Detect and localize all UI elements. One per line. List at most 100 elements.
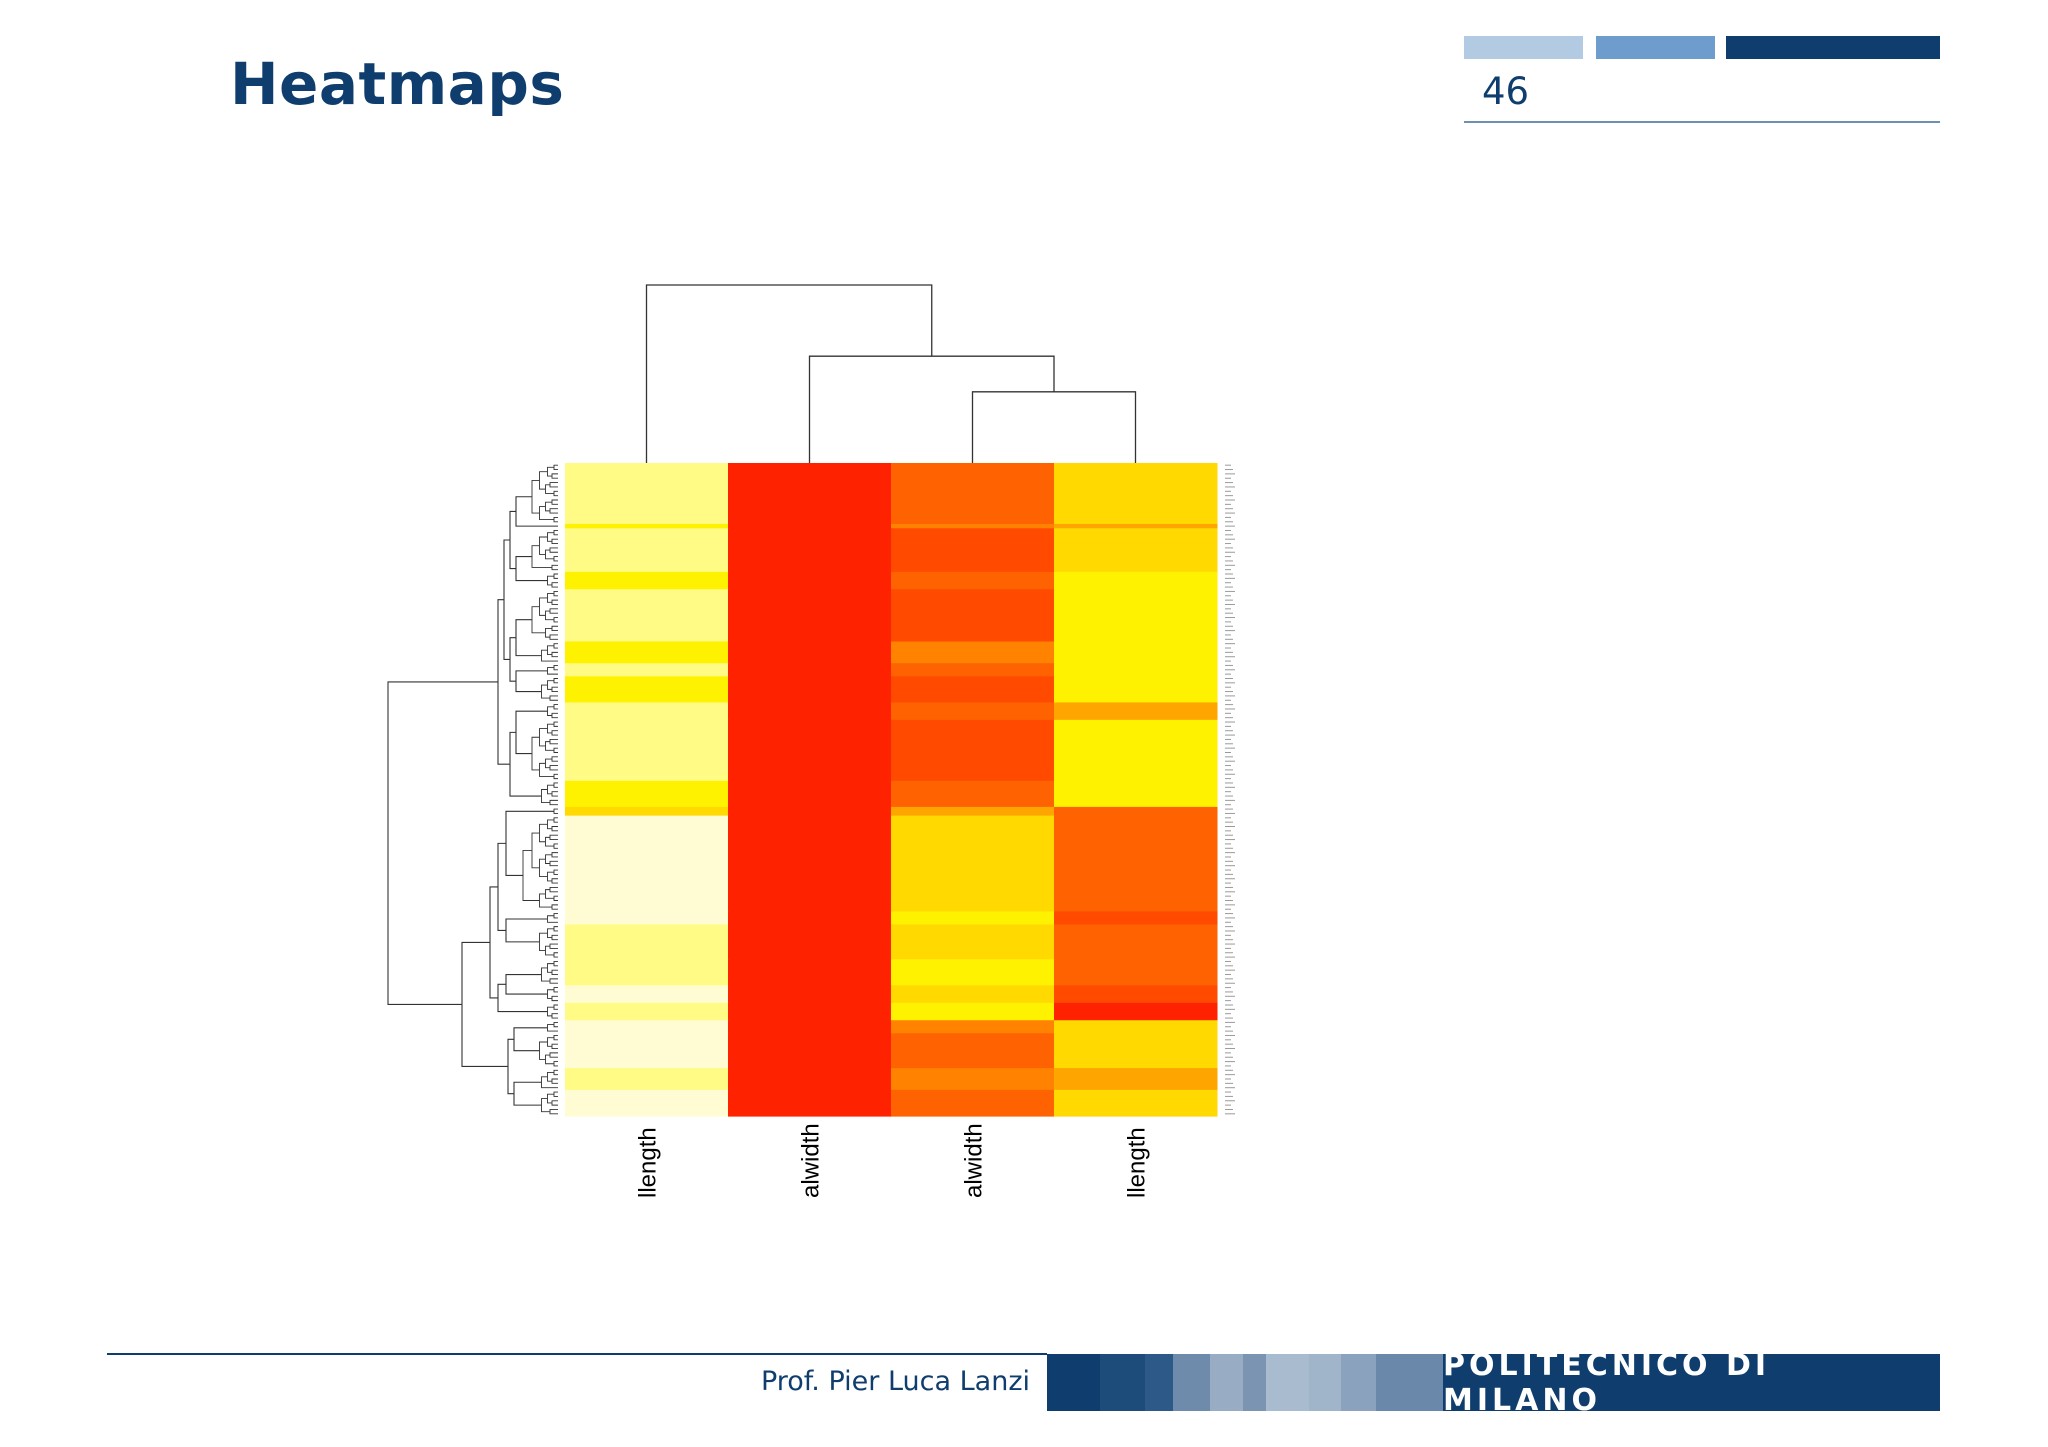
row-dendrogram-branch: [513, 1081, 542, 1106]
row-dendrogram-branch: [551, 1078, 558, 1084]
heatmap-cell: [565, 1033, 729, 1069]
row-dendrogram-branch: [549, 1109, 558, 1115]
heatmap-cell: [1054, 1033, 1218, 1069]
row-dendrogram-branch: [539, 536, 548, 555]
row-dendrogram-branch: [551, 826, 558, 832]
column-dendrogram-branch: [971, 391, 1137, 463]
heatmap-cell: [891, 1002, 1055, 1021]
row-dendrogram-branch: [549, 508, 558, 514]
row-dendrogram-branch: [551, 651, 558, 658]
row-dendrogram-branch: [531, 832, 540, 869]
row-dendrogram-branch: [549, 695, 558, 701]
row-dendrogram-branch: [553, 952, 558, 958]
row-dendrogram-branch: [551, 473, 558, 479]
row-dendrogram-branch: [553, 926, 558, 932]
row-dendrogram-branch: [553, 664, 558, 671]
heatmap-cell: [891, 641, 1055, 664]
heatmap-cell: [565, 523, 729, 529]
heatmap-cell: [1054, 924, 1218, 960]
row-dendrogram-branch: [547, 680, 554, 690]
heatmap-cell: [565, 463, 729, 525]
heatmap-cell: [891, 523, 1055, 529]
row-dendrogram-branch: [553, 464, 558, 470]
row-dendrogram-branch: [553, 643, 558, 649]
row-dendrogram-branch: [547, 667, 554, 675]
row-dendrogram-branch: [551, 686, 558, 692]
row-dendrogram-branch: [553, 617, 558, 623]
row-dendrogram-branch: [553, 516, 558, 523]
heatmap-cell: [728, 523, 892, 529]
row-dendrogram-branch: [553, 573, 558, 579]
row-dendrogram-branch: [539, 1041, 548, 1060]
row-dendrogram-branch: [541, 684, 550, 699]
row-dendrogram-branch: [547, 1006, 554, 1017]
row-dendrogram-branch: [503, 539, 510, 660]
row-dendrogram-branch: [553, 1035, 558, 1041]
footer-tile: [1100, 1354, 1145, 1411]
row-dendrogram-branch: [551, 730, 558, 736]
heatmap-cell: [565, 676, 729, 704]
heatmap-cell: [728, 1089, 892, 1117]
heatmap-cell: [565, 528, 729, 573]
heatmap-cell: [1054, 1068, 1218, 1091]
heatmap-cell: [728, 463, 892, 525]
row-dendrogram-branch: [547, 784, 554, 795]
row-dendrogram-branch: [553, 773, 558, 780]
row-dendrogram-branch: [541, 789, 550, 804]
row-dendrogram-branch: [531, 545, 552, 568]
row-dendrogram-branch: [545, 758, 552, 769]
footer-tile: [1145, 1354, 1173, 1411]
footer-tile: [1243, 1354, 1266, 1411]
row-dendrogram-branch: [531, 606, 546, 634]
column-label: alwidth: [798, 1123, 825, 1198]
row-dendrogram-branch: [551, 756, 558, 762]
row-dendrogram-branch: [551, 878, 558, 884]
row-dendrogram-branch: [553, 747, 558, 753]
heatmap-cell: [891, 676, 1055, 704]
heatmap-cell: [1054, 985, 1218, 1004]
footer-band: POLITECNICO DI MILANO: [1047, 1348, 1940, 1418]
row-dendrogram-branch: [461, 941, 508, 1068]
row-dendrogram-branch: [553, 678, 558, 684]
row-dendrogram-branch: [551, 712, 558, 719]
row-dendrogram-branch: [541, 649, 550, 662]
heatmap-cell: [728, 571, 892, 590]
heatmap-cell: [891, 702, 1055, 721]
heatmap-cell: [1054, 806, 1218, 817]
row-dendrogram-branch: [509, 637, 516, 682]
row-dendrogram-branch: [549, 547, 558, 553]
row-dendrogram-branch: [539, 932, 548, 952]
heatmap-cell: [891, 924, 1055, 960]
heatmap-cell: [891, 815, 1055, 912]
row-dendrogram-branch: [547, 871, 554, 882]
row-dendrogram-branch: [547, 1093, 554, 1104]
heatmap-cell: [1054, 702, 1218, 721]
row-dendrogram-branch: [549, 887, 558, 893]
heatmap-cells: [565, 463, 1218, 1117]
footer-author: Prof. Pier Luca Lanzi: [760, 1366, 1030, 1397]
row-dendrogram-branch: [549, 834, 558, 841]
heatmap-cell: [891, 806, 1055, 817]
row-dendrogram-branch: [547, 963, 554, 973]
row-dendrogram-branch: [553, 782, 558, 788]
heatmap-cell: [1054, 1020, 1218, 1034]
row-dendrogram-branch: [551, 625, 558, 632]
row-dendrogram-branch: [547, 819, 554, 830]
row-dendrogram-branch: [553, 987, 558, 993]
heatmap-cell: [1054, 528, 1218, 573]
row-dendrogram-branch: [547, 915, 554, 923]
heatmap-cell: [728, 702, 892, 721]
row-dendrogram-branch: [547, 532, 554, 542]
heatmap-cell: [565, 924, 729, 960]
row-dendrogram-branch: [551, 538, 558, 544]
row-dendrogram-branch: [551, 599, 558, 605]
row-dendrogram-branch: [549, 943, 558, 949]
row-dendrogram-branch: [553, 1021, 558, 1028]
column-label: llength: [635, 1127, 662, 1198]
heatmap-cell: [728, 924, 892, 960]
row-dendrogram-branch: [551, 852, 558, 858]
row-dendrogram-branch: [549, 978, 558, 984]
footer-brand: POLITECNICO DI MILANO: [1443, 1348, 1940, 1418]
row-dendrogram-branch: [553, 530, 558, 536]
row-dendrogram-branch: [539, 471, 548, 490]
